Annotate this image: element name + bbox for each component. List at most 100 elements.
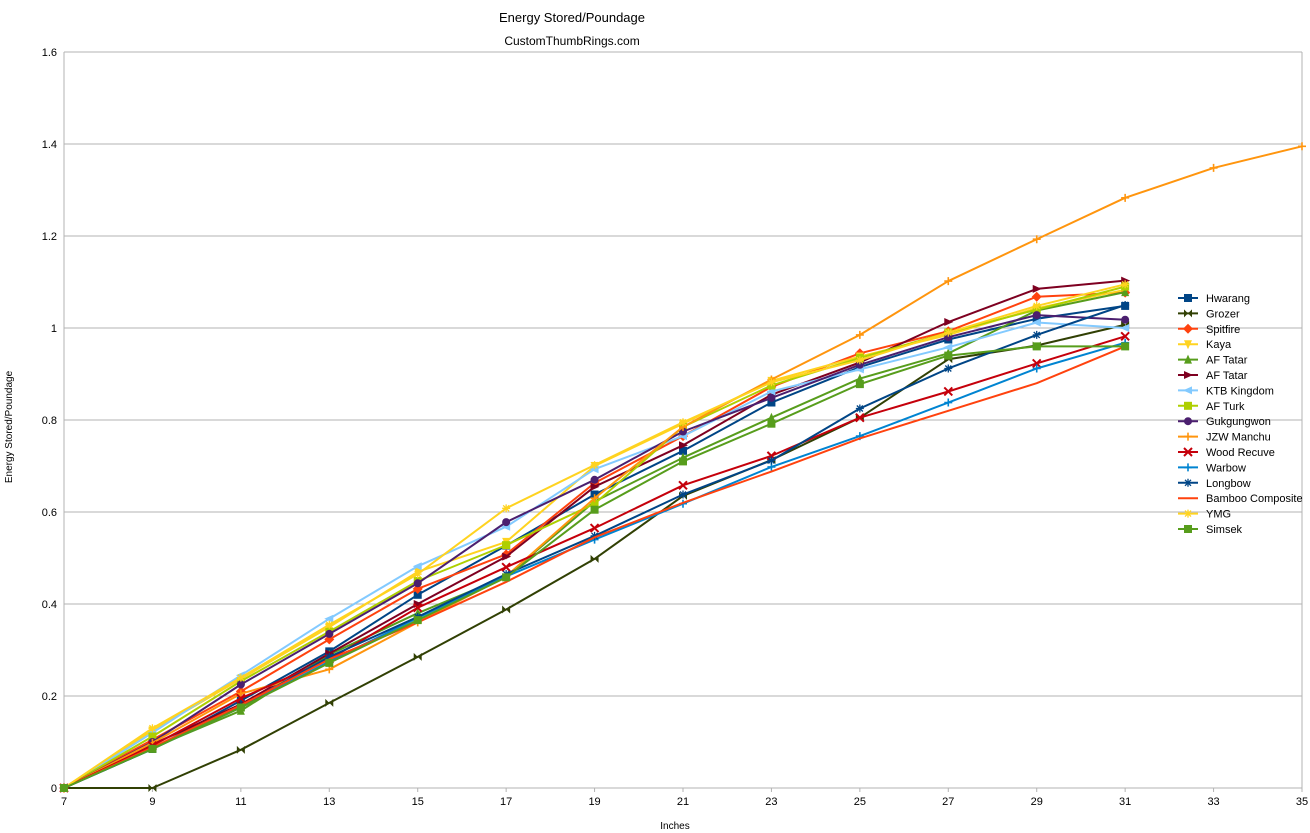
legend-marker bbox=[1184, 525, 1192, 533]
legend-marker bbox=[1184, 340, 1192, 350]
series-line bbox=[63, 335, 1126, 789]
y-tick-label: 0.8 bbox=[42, 415, 57, 427]
legend-item: KTB Kingdom bbox=[1178, 385, 1274, 397]
series-layer bbox=[59, 142, 1306, 793]
data-point bbox=[1032, 364, 1041, 373]
y-tick-label: 0.4 bbox=[42, 599, 57, 611]
data-point bbox=[236, 693, 246, 704]
data-point bbox=[855, 380, 864, 389]
legend-label: Kaya bbox=[1206, 339, 1232, 351]
data-point bbox=[236, 673, 245, 682]
data-point bbox=[236, 703, 245, 712]
x-tick-label: 19 bbox=[588, 796, 600, 808]
legend-label: AF Tatar bbox=[1206, 355, 1248, 367]
data-point bbox=[679, 446, 687, 455]
data-point bbox=[1120, 324, 1130, 332]
y-axis-label: Energy Stored/Poundage bbox=[4, 370, 15, 483]
series-14 bbox=[63, 345, 1126, 789]
legend-marker bbox=[1183, 323, 1193, 334]
legend-label: Spitfire bbox=[1206, 324, 1240, 336]
data-point bbox=[413, 616, 422, 625]
legend-item: AF Tatar bbox=[1178, 370, 1248, 382]
data-point bbox=[236, 745, 245, 754]
data-point bbox=[944, 351, 953, 360]
series-11 bbox=[59, 331, 1130, 793]
x-tick-label: 7 bbox=[61, 796, 67, 808]
data-point bbox=[944, 277, 953, 286]
data-point bbox=[767, 412, 776, 422]
legend-marker bbox=[1184, 417, 1192, 426]
data-point bbox=[943, 386, 953, 397]
legend-label: Simsek bbox=[1206, 524, 1243, 536]
legend-marker bbox=[1184, 478, 1192, 487]
series-16 bbox=[60, 342, 1130, 792]
data-point bbox=[148, 724, 157, 733]
legend-marker bbox=[1184, 432, 1192, 441]
data-point bbox=[767, 398, 776, 407]
chart-subtitle: CustomThumbRings.com bbox=[504, 34, 639, 48]
data-point bbox=[944, 364, 953, 373]
data-point bbox=[148, 744, 157, 753]
data-point bbox=[590, 531, 599, 540]
data-point bbox=[413, 590, 422, 599]
data-point bbox=[60, 784, 68, 792]
legend-label: Longbow bbox=[1206, 478, 1251, 490]
data-point bbox=[590, 482, 600, 491]
data-point bbox=[501, 562, 511, 572]
data-point bbox=[325, 698, 334, 707]
data-point bbox=[679, 490, 687, 499]
data-point bbox=[325, 652, 334, 661]
data-point bbox=[1121, 342, 1130, 351]
data-point bbox=[590, 494, 599, 503]
legend-label: AF Tatar bbox=[1206, 370, 1248, 382]
y-tick-label: 1.4 bbox=[42, 139, 57, 151]
data-point bbox=[679, 457, 687, 466]
data-point bbox=[590, 461, 599, 470]
data-point bbox=[502, 504, 511, 513]
data-point bbox=[590, 505, 599, 514]
series-line bbox=[63, 341, 1126, 789]
data-point bbox=[855, 404, 864, 413]
y-tick-label: 0 bbox=[51, 783, 57, 795]
legend-item: Wood Recuve bbox=[1178, 447, 1275, 459]
data-point bbox=[1298, 142, 1306, 151]
data-point bbox=[944, 318, 954, 327]
legend-item: Hwarang bbox=[1178, 293, 1250, 305]
legend-marker bbox=[1184, 371, 1193, 379]
x-tick-label: 21 bbox=[677, 796, 689, 808]
data-point bbox=[236, 696, 245, 705]
data-point bbox=[1121, 287, 1130, 297]
data-point bbox=[767, 393, 776, 402]
series-line bbox=[63, 145, 1303, 789]
legend-label: YMG bbox=[1206, 509, 1231, 521]
data-point bbox=[1032, 235, 1041, 244]
data-point bbox=[767, 378, 776, 387]
data-point bbox=[502, 541, 511, 550]
data-point bbox=[1121, 193, 1130, 202]
data-point bbox=[1031, 318, 1041, 327]
data-point bbox=[1121, 301, 1130, 309]
data-point bbox=[1031, 291, 1042, 302]
x-axis-label: Inches bbox=[660, 821, 689, 832]
legend-marker bbox=[1184, 463, 1192, 472]
legend-label: JZW Manchu bbox=[1206, 432, 1271, 444]
data-point bbox=[324, 614, 334, 623]
legend-marker bbox=[1183, 386, 1192, 395]
series-line bbox=[63, 345, 1126, 789]
legend-label: Bamboo Composite bbox=[1206, 493, 1303, 505]
data-point bbox=[944, 398, 953, 407]
y-tick-label: 1 bbox=[51, 323, 57, 335]
legend-marker bbox=[1184, 354, 1192, 364]
data-point bbox=[590, 499, 599, 508]
x-tick-label: 13 bbox=[323, 796, 335, 808]
series-line bbox=[63, 345, 1126, 789]
series-9 bbox=[60, 311, 1130, 792]
x-tick-label: 17 bbox=[500, 796, 512, 808]
data-point bbox=[325, 658, 334, 667]
legend-item: AF Tatar bbox=[1178, 354, 1248, 367]
data-point bbox=[1032, 301, 1041, 310]
data-point bbox=[1032, 342, 1041, 351]
data-point bbox=[502, 573, 511, 582]
data-point bbox=[413, 570, 422, 579]
x-tick-label: 27 bbox=[942, 796, 954, 808]
